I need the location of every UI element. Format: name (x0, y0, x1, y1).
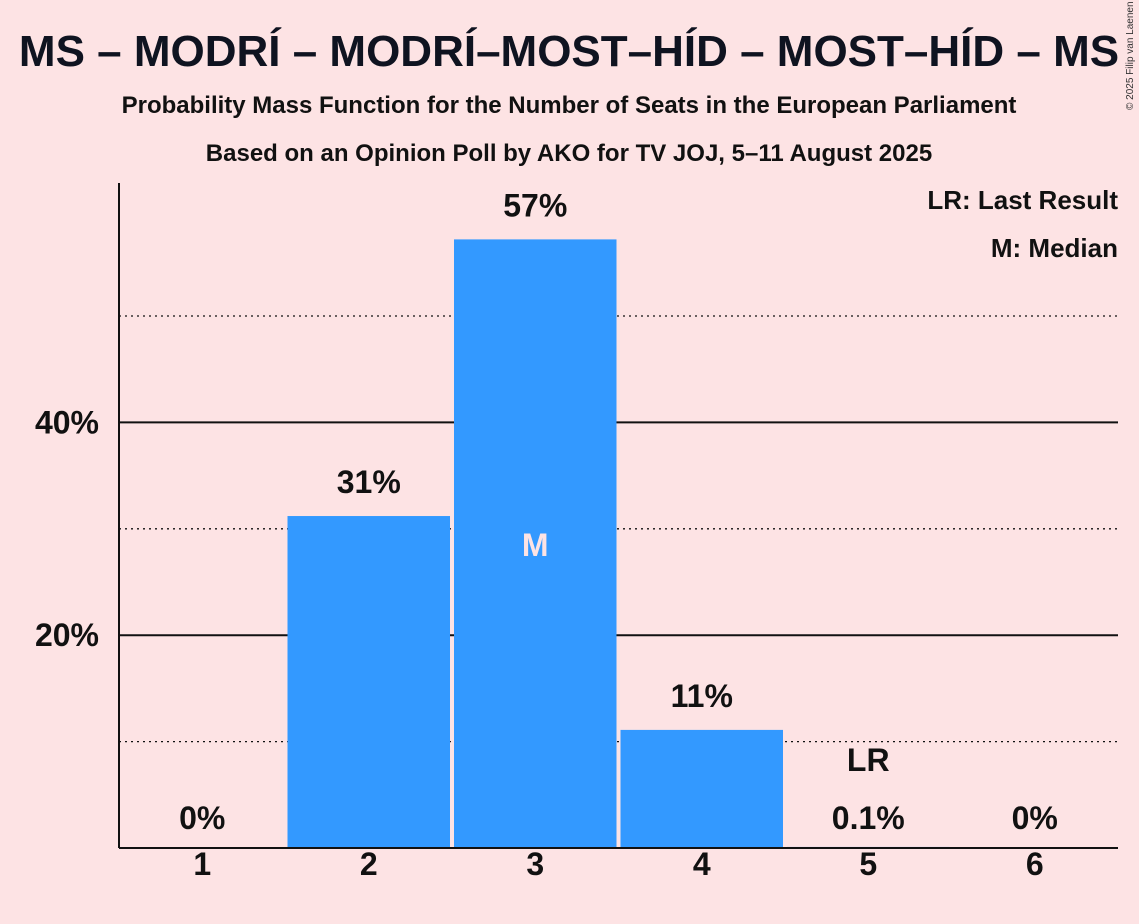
bar (620, 729, 783, 848)
chart-title: MS – MODRÍ – MODRÍ–MOST–HÍD – MOST–HÍD –… (19, 26, 1119, 76)
x-tick-label: 6 (1026, 846, 1044, 882)
bar-value-label: 0% (1012, 800, 1058, 836)
legend-last-result: LR: Last Result (927, 185, 1118, 215)
bar-value-label: 57% (503, 187, 567, 223)
bar-value-label: 11% (671, 678, 733, 714)
bar-value-label: 31% (337, 464, 401, 500)
x-tick-label: 2 (360, 846, 378, 882)
x-tick-label: 3 (526, 846, 544, 882)
legend-median: M: Median (991, 233, 1118, 263)
y-tick-label: 40% (35, 404, 99, 440)
gridlines: 20% 40% (35, 315, 1118, 743)
last-result-marker: LR (847, 742, 890, 778)
x-tick-label: 5 (859, 846, 877, 882)
bar (287, 516, 450, 848)
chart-subtitle-1: Probability Mass Function for the Number… (122, 92, 1017, 119)
bars (287, 239, 950, 849)
bar-value-label: 0.1% (832, 800, 905, 836)
x-tick-label: 4 (693, 846, 711, 882)
chart-subtitle-2: Based on an Opinion Poll by AKO for TV J… (206, 140, 932, 167)
bar-labels: 1 0% 2 31% 3 57% M 4 11% 5 0.1% LR 6 0% (179, 187, 1058, 882)
bar-value-label: 0% (179, 800, 225, 836)
median-marker: M (522, 527, 549, 563)
axes (118, 183, 1118, 849)
y-tick-label: 20% (35, 617, 99, 653)
x-tick-label: 1 (193, 846, 211, 882)
copyright-notice: © 2025 Filip van Laenen (1125, 1, 1136, 110)
bar (454, 239, 617, 849)
